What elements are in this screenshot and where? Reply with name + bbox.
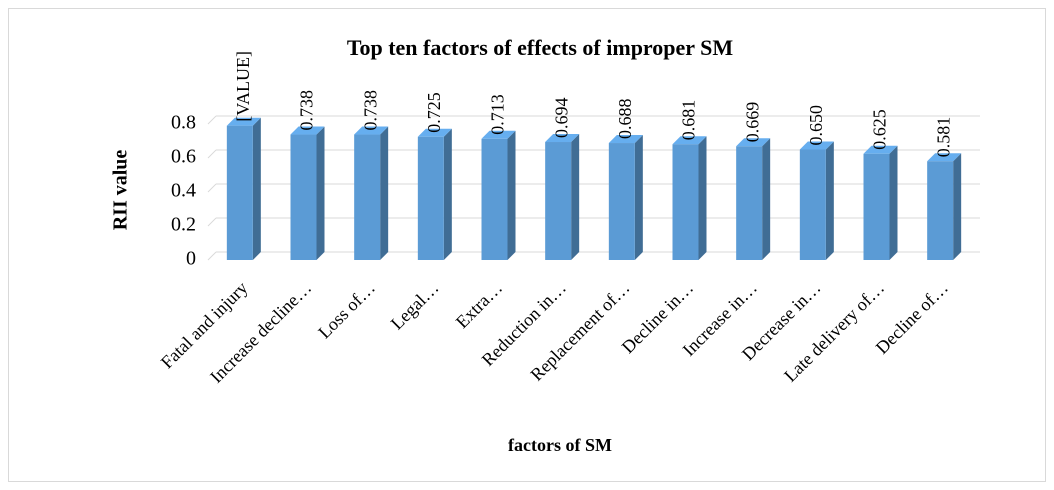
bar-top <box>545 134 580 143</box>
grid-line-depth <box>207 217 217 227</box>
chart-title: Top ten factors of effects of improper S… <box>347 35 734 60</box>
bar-top <box>417 128 452 137</box>
bar <box>672 144 699 260</box>
value-label: 0.650 <box>806 105 826 146</box>
grid-line-depth <box>207 149 217 159</box>
bar-side <box>825 141 834 260</box>
bar <box>354 134 381 260</box>
y-tick-label: 0.8 <box>171 112 196 134</box>
bar-side <box>443 128 452 260</box>
bar-top <box>226 117 261 126</box>
y-tick-label: 0.4 <box>171 180 196 202</box>
bar <box>290 134 317 260</box>
value-label: 0.669 <box>742 102 762 143</box>
value-label: 0.681 <box>679 100 699 141</box>
bar-side <box>698 136 707 260</box>
bar <box>863 153 890 260</box>
value-label: 0.625 <box>870 109 890 150</box>
y-tick-label: 0.2 <box>171 214 196 236</box>
value-label: [VALUE] <box>233 51 253 122</box>
bar-side <box>634 135 643 260</box>
bar-side <box>762 138 771 260</box>
bar-top <box>290 126 325 135</box>
y-axis-title: RII value <box>110 150 132 231</box>
value-label: 0.738 <box>360 90 380 131</box>
bar-side <box>252 117 261 260</box>
bar-side <box>316 126 325 260</box>
bar <box>608 143 635 260</box>
bar <box>417 136 444 260</box>
bar-top <box>927 153 962 162</box>
bar-top <box>608 135 643 144</box>
bar <box>226 125 253 260</box>
value-label: 0.688 <box>615 99 635 140</box>
value-label: 0.725 <box>424 92 444 133</box>
grid-line-depth <box>207 251 217 261</box>
grid-line-depth <box>207 183 217 193</box>
bar-side <box>953 153 962 260</box>
value-label: 0.581 <box>933 117 953 158</box>
bar <box>927 161 954 260</box>
bar-top <box>481 130 516 139</box>
y-tick-label: 0.6 <box>171 146 196 168</box>
bar-top <box>863 145 898 154</box>
bar-top <box>354 126 389 135</box>
bar <box>799 149 826 260</box>
bar-side <box>889 145 898 260</box>
value-label: 0.738 <box>297 90 317 131</box>
bar-side <box>507 130 516 260</box>
bar <box>736 146 763 260</box>
x-axis-title: factors of SM <box>508 435 612 455</box>
bar-top <box>736 138 771 147</box>
bar-side <box>380 126 389 260</box>
bar <box>481 138 508 260</box>
bar-top <box>799 141 834 150</box>
grid-line-depth <box>207 115 217 125</box>
bar-side <box>571 134 580 260</box>
bar <box>545 142 572 260</box>
bar-top <box>672 136 707 145</box>
value-label: 0.713 <box>488 94 508 135</box>
y-tick-label: 0 <box>186 248 196 270</box>
value-label: 0.694 <box>551 98 571 139</box>
